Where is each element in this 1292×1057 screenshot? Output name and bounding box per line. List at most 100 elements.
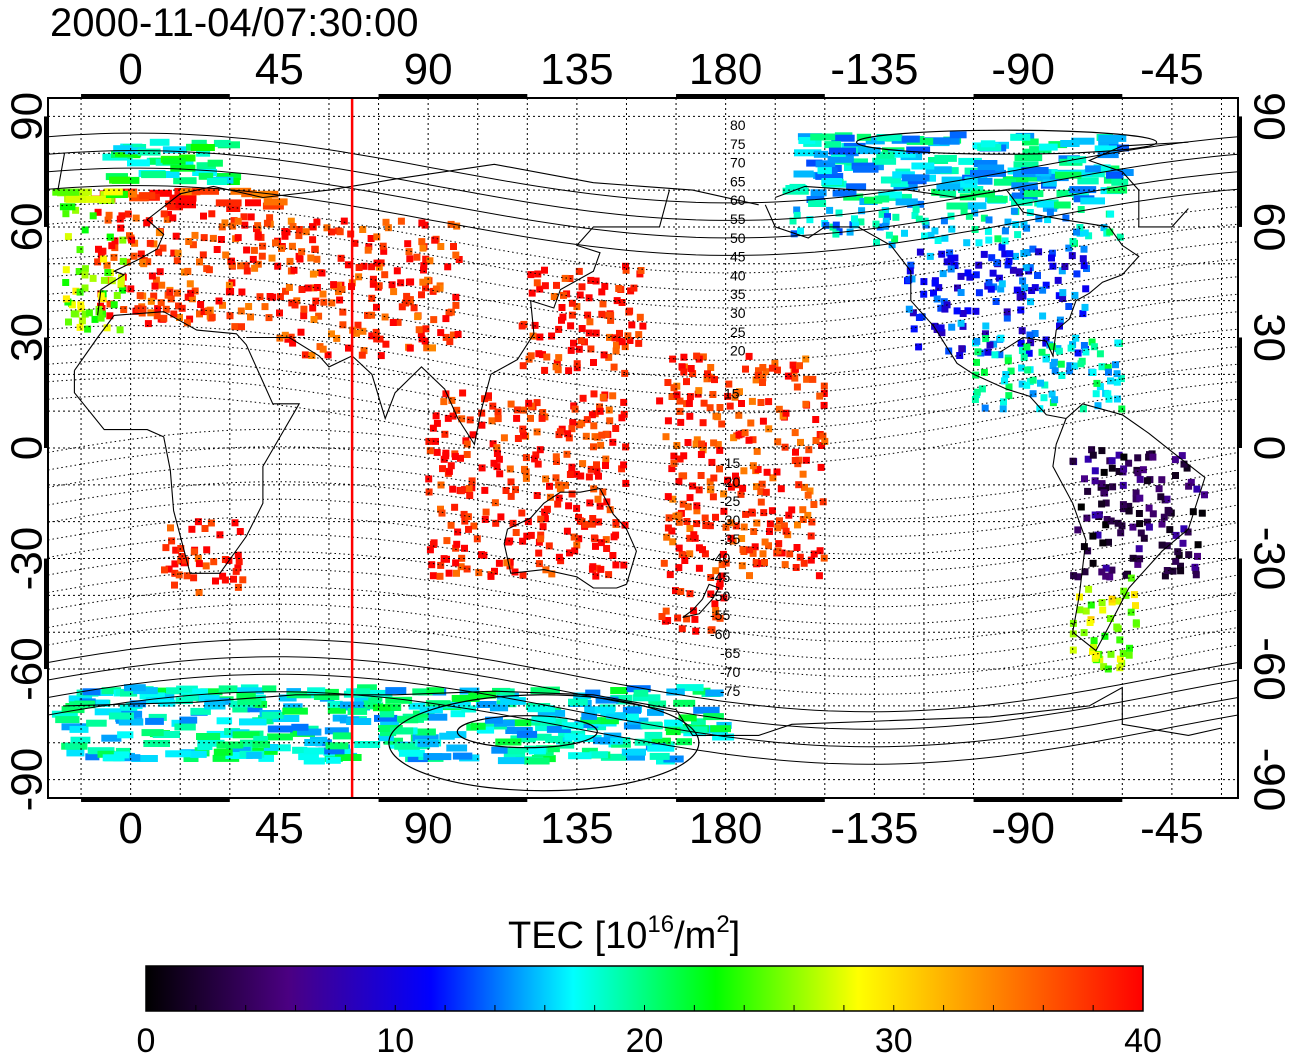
tec-cell [446, 731, 467, 739]
tec-cell [1134, 469, 1142, 477]
tec-cell [1183, 464, 1191, 472]
tec-cell [451, 453, 459, 460]
tec-cell [1116, 655, 1124, 663]
tec-cell [139, 692, 165, 700]
tec-cell [172, 546, 180, 554]
tec-cell [1105, 368, 1112, 376]
tec-cell [666, 688, 685, 696]
tec-cell [936, 183, 964, 191]
tec-cell [589, 751, 609, 759]
tec-cell [565, 367, 573, 375]
tec-cell [384, 224, 392, 232]
tec-cell [136, 292, 144, 300]
tec-cell [1091, 511, 1099, 519]
tec-cell [994, 235, 1002, 243]
tec-cell [153, 312, 161, 320]
tec-cell [213, 139, 231, 147]
tec-cell [51, 710, 78, 718]
tec-cell [1135, 545, 1143, 553]
tec-cell [669, 538, 677, 546]
tec-cell [881, 207, 889, 215]
tec-cell [625, 753, 645, 761]
tec-cell [439, 732, 455, 740]
tec-cell [437, 561, 445, 569]
tec-cell [911, 212, 919, 219]
tec-cell [514, 435, 522, 442]
tec-cell [1097, 151, 1119, 159]
tec-cell [763, 468, 771, 476]
tec-cell [332, 732, 353, 740]
mag-lat-contour [47, 237, 1239, 309]
tec-cell [676, 738, 692, 746]
tec-cell [577, 472, 585, 480]
tec-cell [568, 463, 576, 471]
tec-cell [612, 561, 620, 569]
contour-label: -70 [720, 664, 740, 680]
lon-axis-bottom: 0 45 90 135 180 -135 -90 -45 [118, 804, 1203, 853]
tec-cell [377, 352, 385, 360]
tec-cell [1057, 360, 1065, 368]
tec-cell [977, 177, 993, 185]
tec-cell [1089, 369, 1097, 376]
tec-cell [1029, 376, 1037, 384]
mag-lat-contour [47, 446, 1239, 520]
tec-cell [313, 218, 321, 226]
tec-cell [592, 572, 600, 580]
tec-cell [101, 734, 122, 742]
tec-cell [1081, 303, 1089, 311]
tec-cell [1065, 244, 1073, 252]
tec-cell [313, 255, 321, 263]
tec-cell [1048, 390, 1056, 398]
tec-cell [536, 446, 544, 454]
tec-cell [309, 223, 316, 231]
tec-cell [137, 250, 145, 258]
tec-cell [300, 305, 308, 313]
lat-tick-label: 60 [3, 202, 52, 251]
tec-cell [1082, 348, 1090, 356]
tec-cell [1172, 472, 1179, 479]
tec-cell [777, 485, 785, 493]
tec-cell [191, 187, 219, 195]
tec-cell [162, 305, 170, 313]
tec-cell [218, 223, 226, 231]
tec-cell [801, 483, 808, 491]
tec-cell [59, 203, 76, 211]
tec-cell [237, 687, 264, 695]
tec-cell [1031, 330, 1039, 337]
tec-cell [916, 248, 924, 256]
mag-lat-contour [47, 360, 1239, 431]
tec-cell [675, 544, 683, 552]
tec-cell [832, 189, 857, 197]
tec-cell [1084, 455, 1092, 463]
tec-cell [430, 539, 438, 547]
tec-cell [243, 267, 251, 275]
tec-cell [489, 402, 497, 410]
tec-cell [103, 324, 111, 332]
tec-cell [565, 502, 573, 510]
tec-cell [1108, 457, 1116, 465]
tec-cell [971, 396, 979, 403]
tec-cell [538, 414, 546, 422]
tec-cell [513, 406, 521, 414]
tec-cell [748, 397, 756, 405]
tec-cell [647, 708, 664, 716]
tec-cell [958, 345, 966, 353]
tec-cell [1108, 595, 1116, 603]
tec-cell [878, 191, 902, 199]
tec-cell [977, 164, 1005, 172]
colorbar-tick-label: 0 [137, 1022, 156, 1057]
tec-cell [158, 281, 166, 289]
tec-cell [791, 429, 799, 437]
tec-cell [339, 321, 347, 329]
tec-cell [232, 731, 260, 739]
tec-cell [196, 733, 221, 740]
tec-cell [1116, 233, 1124, 241]
tec-cell [1155, 485, 1163, 493]
tec-cell [589, 515, 597, 522]
tec-cell [542, 475, 550, 483]
tec-cell [740, 548, 748, 555]
tec-cell [183, 572, 191, 580]
tec-cell [453, 569, 460, 577]
tec-cell [1108, 144, 1129, 152]
tec-cell [478, 421, 486, 429]
